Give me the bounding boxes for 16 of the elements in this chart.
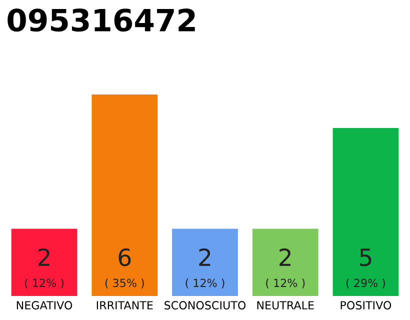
x-tick-label: SCONOSCIUTO <box>164 301 246 310</box>
annotation: ( 12% ) <box>25 278 64 288</box>
annotation: ( 35% ) <box>105 278 144 288</box>
data-label: 2 <box>280 248 291 266</box>
data-label: 2 <box>38 248 50 266</box>
annotation: ( 12% ) <box>266 278 305 288</box>
data-label: 2 <box>199 248 210 266</box>
annotation: ( 29% ) <box>346 278 385 288</box>
x-tick-label: POSITIVO <box>340 301 392 310</box>
x-tick-label: NEGATIVO <box>16 301 72 310</box>
x-tick-label: IRRITANTE <box>96 301 153 310</box>
x-tick-label: NEUTRALE <box>257 301 314 310</box>
data-label: 5 <box>360 248 372 266</box>
annotation: ( 12% ) <box>186 278 224 288</box>
data-label: 6 <box>118 248 131 266</box>
chart-title: 095316472 <box>8 8 195 32</box>
